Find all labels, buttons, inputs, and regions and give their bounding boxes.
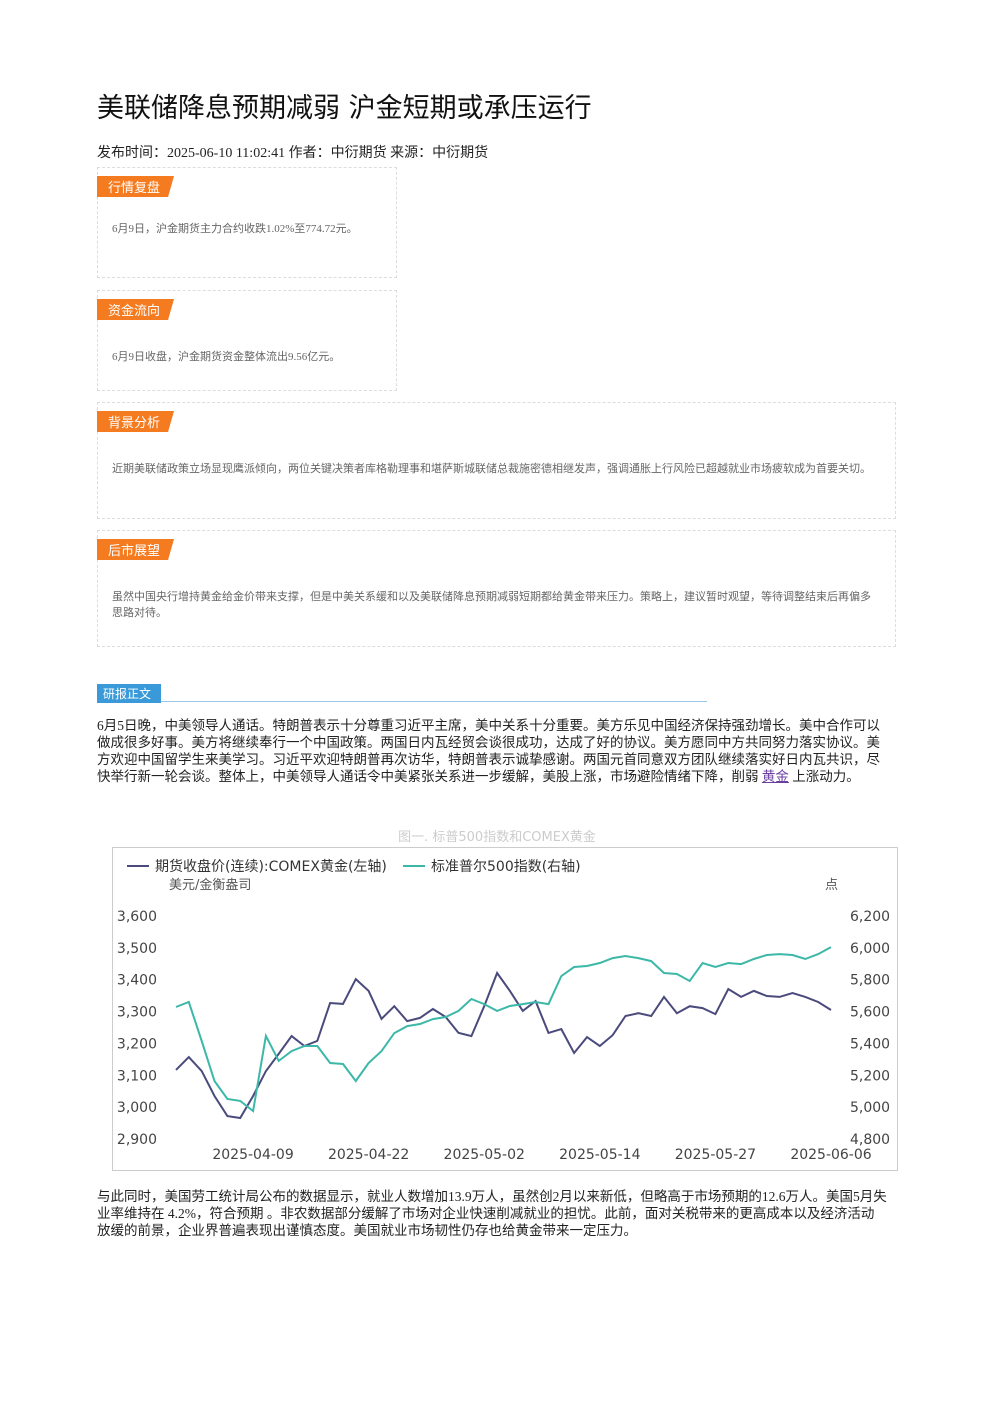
box-text: 6月9日，沪金期货主力合约收跌1.02%至774.72元。	[112, 223, 358, 235]
y2-axis-label: 点	[825, 878, 838, 893]
box-text: 6月9日收盘，沪金期货资金整体流出9.56亿元。	[112, 351, 341, 363]
y2-tick-label: 5,800	[850, 973, 890, 989]
legend-label: 标准普尔500指数(右轴)	[431, 859, 581, 875]
x-tick-label: 2025-05-02	[444, 1147, 525, 1163]
y2-tick-label: 6,200	[850, 909, 890, 925]
y-tick-label: 3,500	[117, 941, 157, 957]
box-text: 近期美联储政策立场显现鹰派倾向，两位关键决策者库格勒理事和堪萨斯城联储总裁施密德…	[112, 463, 871, 475]
link[interactable]: 黄金	[761, 769, 789, 784]
y2-tick-label: 5,200	[850, 1068, 890, 1084]
box: 行情复盘 6月9日，沪金期货主力合约收跌1.02%至774.72元。	[97, 167, 397, 278]
y2-tick-label: 6,000	[850, 941, 890, 957]
y2-tick-label: 4,800	[850, 1132, 890, 1148]
box-text: 虽然中国央行增持黄金给金价带来支撑，但是中美关系缓和以及美联储降息预期减弱短期都…	[112, 591, 871, 619]
box-label: 行情复盘	[97, 176, 174, 197]
y2-tick-label: 5,400	[850, 1036, 890, 1052]
box-label: 背景分析	[97, 411, 174, 432]
section-label: 研报正文	[97, 684, 162, 703]
box-label: 后市展望	[97, 539, 174, 560]
box: 资金流向 6月9日收盘，沪金期货资金整体流出9.56亿元。	[97, 290, 397, 391]
x-tick-label: 2025-05-14	[559, 1147, 640, 1163]
legend-label: 期货收盘价(连续):COMEX黄金(左轴)	[155, 858, 387, 875]
x-tick-label: 2025-04-09	[212, 1147, 293, 1163]
y-axis-label: 美元/金衡盎司	[169, 877, 251, 893]
box-label: 资金流向	[97, 299, 174, 320]
meta: 发布时间：2025-06-10 11:02:41 作者：中衍期货 来源：中衍期货	[97, 146, 489, 161]
chart: 美元/金衡盎司 点 2,900 3,000 3,100 3,200 3,300 3,400…	[112, 847, 898, 1171]
y-tick-label: 2,900	[117, 1132, 157, 1148]
paragraph: 6月5日晚，中美领导人通话。特朗普表示十分尊重习近平主席，美中关系十分重要。美方…	[97, 717, 887, 785]
x-tick-label: 2025-06-06	[790, 1147, 871, 1163]
series-line	[175, 970, 832, 1120]
box: 背景分析 近期美联储政策立场显现鹰派倾向，两位关键决策者库格勒理事和堪萨斯城联储…	[97, 402, 896, 519]
text: 6月5日晚，中美领导人通话。特朗普表示十分尊重习近平主席，美中关系十分重要。美方…	[97, 718, 880, 784]
y-tick-label: 3,600	[117, 909, 157, 925]
x-tick-label: 2025-05-27	[675, 1147, 756, 1163]
y-tick-label: 3,100	[117, 1068, 157, 1084]
y-tick-label: 3,300	[117, 1005, 157, 1021]
text: 上涨动力。	[792, 769, 860, 784]
y2-tick-label: 5,000	[850, 1100, 890, 1116]
section-rule: 研报正文	[97, 684, 707, 703]
box: 后市展望 虽然中国央行增持黄金给金价带来支撑，但是中美关系缓和以及美联储降息预期…	[97, 530, 896, 647]
series-line	[175, 946, 832, 1113]
chart-caption: 图一. 标普500指数和COMEX黄金	[398, 830, 596, 845]
y2-tick-label: 5,600	[850, 1005, 890, 1021]
y-tick-label: 3,000	[117, 1100, 157, 1116]
y-tick-label: 3,200	[117, 1036, 157, 1052]
x-tick-label: 2025-04-22	[328, 1147, 409, 1163]
title: 美联储降息预期减弱 沪金短期或承压运行	[97, 93, 592, 124]
y-tick-label: 3,400	[117, 973, 157, 989]
paragraph: 与此同时，美国劳工统计局公布的数据显示，就业人数增加13.9万人，虽然创2月以来…	[97, 1189, 887, 1238]
